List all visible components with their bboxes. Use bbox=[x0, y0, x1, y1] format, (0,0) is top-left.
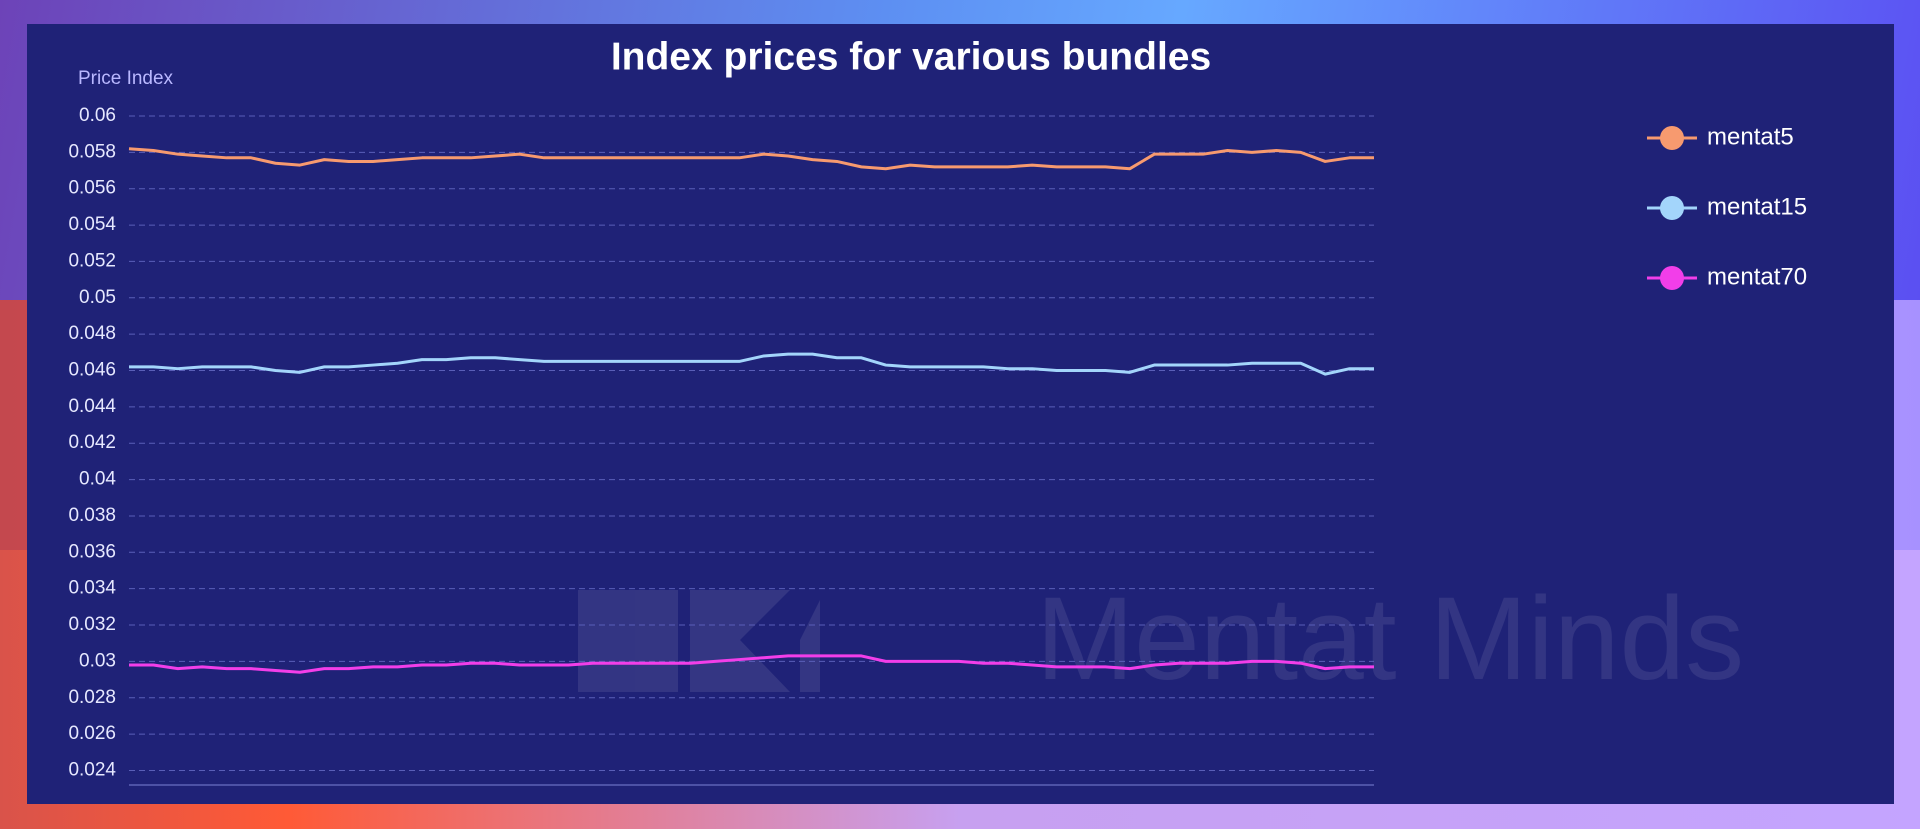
legend-marker bbox=[1660, 266, 1684, 290]
y-tick-label: 0.054 bbox=[68, 214, 116, 235]
legend-label: mentat15 bbox=[1707, 193, 1807, 220]
y-tick-label: 0.052 bbox=[68, 250, 116, 271]
legend-label: mentat70 bbox=[1707, 263, 1807, 290]
y-tick-label: 0.042 bbox=[68, 432, 116, 453]
panel bbox=[27, 24, 1894, 804]
y-tick-label: 0.032 bbox=[68, 614, 116, 635]
y-tick-label: 0.028 bbox=[68, 687, 116, 708]
y-axis-label: Price Index bbox=[78, 68, 174, 89]
watermark: Mentat Minds bbox=[1036, 573, 1744, 705]
legend-label: mentat5 bbox=[1707, 123, 1794, 150]
y-tick-label: 0.04 bbox=[79, 469, 116, 490]
y-tick-label: 0.058 bbox=[68, 141, 116, 162]
y-tick-label: 0.048 bbox=[68, 323, 116, 344]
line-series bbox=[128, 147, 1374, 171]
legend-marker bbox=[1660, 126, 1684, 150]
chart-title: Index prices for various bundles bbox=[611, 35, 1211, 78]
y-tick-label: 0.036 bbox=[68, 541, 116, 562]
y-tick-label: 0.06 bbox=[79, 105, 116, 126]
y-tick-label: 0.044 bbox=[68, 396, 116, 417]
watermark-logo bbox=[578, 590, 820, 692]
legend-marker bbox=[1660, 196, 1684, 220]
y-tick-label: 0.046 bbox=[68, 360, 116, 381]
y-tick-label: 0.038 bbox=[68, 505, 116, 526]
y-tick-label: 0.03 bbox=[79, 650, 116, 671]
line-series bbox=[129, 352, 1374, 376]
y-tick-label: 0.026 bbox=[68, 723, 116, 744]
y-tick-label: 0.056 bbox=[68, 178, 116, 199]
y-tick-label: 0.024 bbox=[68, 759, 116, 780]
line-series bbox=[129, 654, 1374, 674]
y-tick-label: 0.034 bbox=[68, 578, 116, 599]
y-tick-label: 0.05 bbox=[79, 287, 116, 308]
